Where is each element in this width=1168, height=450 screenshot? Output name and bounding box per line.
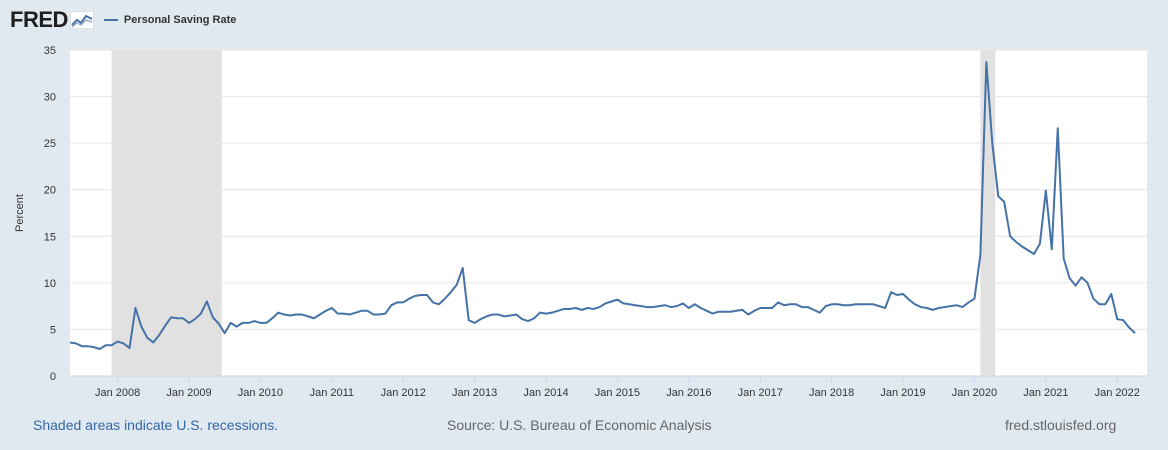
recession-band-0 (111, 50, 222, 376)
x-tick-label-12: Jan 2020 (952, 387, 997, 399)
x-tick-label-0: Jan 2008 (95, 387, 140, 399)
x-tick-label-8: Jan 2016 (666, 387, 711, 399)
gridlines (70, 49, 1147, 377)
legend-label: Personal Saving Rate (123, 14, 237, 26)
y-tick-label-5: 5 (50, 324, 56, 336)
x-tick-label-14: Jan 2022 (1095, 387, 1140, 399)
x-tick-label-7: Jan 2015 (595, 387, 640, 399)
x-tick-label-2: Jan 2010 (238, 387, 283, 399)
y-tick-label-15: 15 (44, 231, 56, 243)
y-tick-label-20: 20 (44, 185, 56, 197)
y-tick-label-30: 30 (44, 92, 56, 104)
y-tick-label-10: 10 (44, 278, 56, 290)
legend: Personal Saving Rate (103, 14, 237, 26)
fred-chart-icon (69, 11, 94, 29)
x-axis-ticks: Jan 2008 Jan 2009 Jan 2010 Jan 2011 Jan 2012… (95, 376, 1140, 399)
y-tick-label-0: 0 (50, 371, 56, 383)
x-tick-label-6: Jan 2014 (523, 387, 568, 399)
x-tick-label-10: Jan 2018 (809, 387, 854, 399)
site-link[interactable]: fred.stlouisfed.org (1005, 417, 1117, 433)
series-line-personal-saving-rate[interactable] (69, 61, 1136, 350)
x-tick-label-1: Jan 2009 (166, 387, 211, 399)
y-axis-ticks: 0 5 10 15 20 25 30 35 (44, 45, 56, 383)
x-tick-label-13: Jan 2021 (1023, 387, 1068, 399)
x-tick-label-11: Jan 2019 (880, 387, 925, 399)
recession-note: Shaded areas indicate U.S. recessions. (33, 417, 279, 433)
y-tick-label-35: 35 (44, 45, 56, 57)
x-tick-label-4: Jan 2012 (381, 387, 426, 399)
header: FRED Personal Saving Rate (10, 6, 236, 34)
x-tick-label-3: Jan 2011 (310, 387, 354, 399)
legend-swatch (103, 19, 118, 21)
source-credit: Source: U.S. Bureau of Economic Analysis (447, 417, 712, 433)
footer: Shaded areas indicate U.S. recessions. S… (0, 414, 1168, 438)
y-axis-label: Percent (14, 194, 26, 232)
x-tick-label-5: Jan 2013 (452, 387, 497, 399)
y-tick-label-25: 25 (44, 138, 56, 150)
x-tick-label-9: Jan 2017 (738, 387, 783, 399)
fred-logo[interactable]: FRED (10, 7, 68, 32)
